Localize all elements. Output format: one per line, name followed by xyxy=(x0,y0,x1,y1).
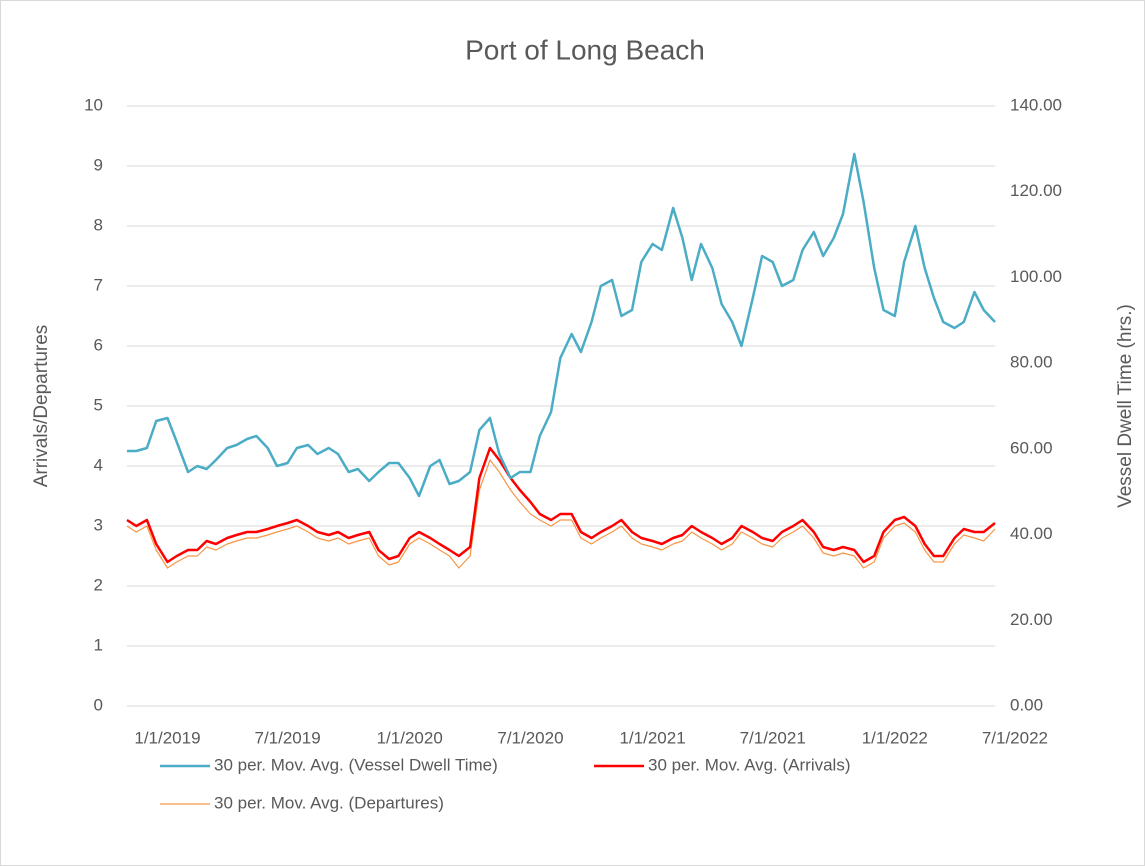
y-tick-label: 5 xyxy=(94,395,103,414)
series-line xyxy=(126,459,996,569)
y-tick-label: 10 xyxy=(84,95,103,114)
y-tick-label: 8 xyxy=(94,215,103,234)
legend-label: 30 per. Mov. Avg. (Arrivals) xyxy=(648,755,851,774)
x-tick-label: 7/1/2019 xyxy=(254,728,320,747)
legend-label: 30 per. Mov. Avg. (Departures) xyxy=(214,793,444,812)
y2-axis-title: Vessel Dwell Time (hrs.) xyxy=(1115,304,1136,508)
y2-tick-label: 120.00 xyxy=(1010,181,1062,200)
y-tick-label: 1 xyxy=(94,635,103,654)
y-tick-label: 6 xyxy=(94,335,103,354)
y2-tick-label: 0.00 xyxy=(1010,695,1043,714)
y2-tick-label: 60.00 xyxy=(1010,438,1053,457)
y-tick-label: 3 xyxy=(94,515,103,534)
y-tick-label: 0 xyxy=(94,695,103,714)
x-tick-label: 1/1/2022 xyxy=(862,728,928,747)
y-tick-label: 4 xyxy=(94,455,103,474)
x-tick-label: 1/1/2020 xyxy=(377,728,443,747)
x-tick-label: 1/1/2021 xyxy=(619,728,685,747)
x-tick-label: 7/1/2021 xyxy=(740,728,806,747)
y2-tick-label: 100.00 xyxy=(1010,267,1062,286)
series-line xyxy=(126,446,996,564)
y-tick-label: 7 xyxy=(94,275,103,294)
x-tick-label: 7/1/2022 xyxy=(982,728,1048,747)
legend-label: 30 per. Mov. Avg. (Vessel Dwell Time) xyxy=(214,755,498,774)
x-tick-label: 1/1/2019 xyxy=(134,728,200,747)
y2-tick-label: 40.00 xyxy=(1010,524,1053,543)
y-axis-title: Arrivals/Departures xyxy=(31,325,52,488)
x-tick-label: 7/1/2020 xyxy=(497,728,563,747)
y-tick-label: 9 xyxy=(94,155,103,174)
series-line xyxy=(127,152,996,498)
chart-title: Port of Long Beach xyxy=(465,34,705,65)
y-tick-label: 2 xyxy=(94,575,103,594)
y2-tick-label: 80.00 xyxy=(1010,353,1053,372)
y2-tick-label: 140.00 xyxy=(1010,95,1062,114)
y2-tick-label: 20.00 xyxy=(1010,610,1053,629)
